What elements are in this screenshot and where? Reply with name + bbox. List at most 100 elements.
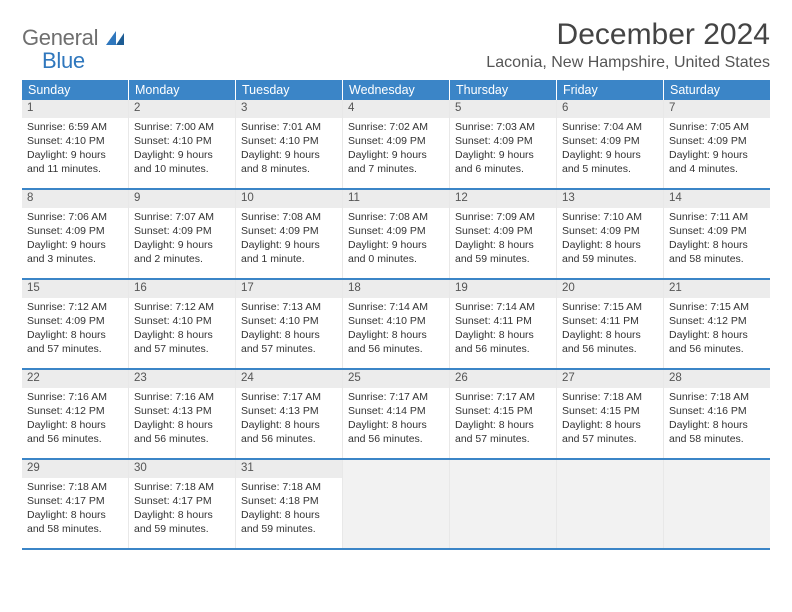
logo-mark-icon — [106, 29, 126, 45]
day-body: Sunrise: 6:59 AMSunset: 4:10 PMDaylight:… — [22, 118, 128, 181]
day-cell: 15Sunrise: 7:12 AMSunset: 4:09 PMDayligh… — [22, 280, 129, 368]
week-row: 22Sunrise: 7:16 AMSunset: 4:12 PMDayligh… — [22, 370, 770, 460]
day-cell: 10 Sunrise: 7:08 AMSunset: 4:09 PMDayligh… — [236, 190, 343, 278]
title-month: December 2024 — [486, 18, 770, 52]
day-number: 16 — [129, 280, 235, 298]
sunset-text: Sunset: 4:14 PM — [348, 404, 444, 418]
logo-text: General Blue — [22, 26, 126, 72]
day-number: 2 — [129, 100, 235, 118]
day-cell-empty — [557, 460, 664, 548]
day-number: 31 — [236, 460, 342, 478]
daylight-text: Daylight: 8 hours and 56 minutes. — [562, 328, 658, 356]
sunset-text: Sunset: 4:16 PM — [669, 404, 765, 418]
sunset-text: Sunset: 4:15 PM — [455, 404, 551, 418]
logo: General Blue — [22, 18, 126, 72]
dow-monday: Monday — [129, 80, 236, 100]
day-cell: 14Sunrise: 7:11 AMSunset: 4:09 PMDayligh… — [664, 190, 770, 278]
sunrise-text: Sunrise: 7:08 AM — [241, 210, 337, 224]
day-number: 20 — [557, 280, 663, 298]
day-number: 29 — [22, 460, 128, 478]
day-cell: 28Sunrise: 7:18 AMSunset: 4:16 PMDayligh… — [664, 370, 770, 458]
day-number: 22 — [22, 370, 128, 388]
day-body: Sunrise: 7:08 AMSunset: 4:09 PMDaylight:… — [343, 208, 449, 271]
day-cell: 12Sunrise: 7:09 AMSunset: 4:09 PMDayligh… — [450, 190, 557, 278]
day-body: Sunrise: 7:16 AMSunset: 4:12 PMDaylight:… — [22, 388, 128, 451]
day-cell: 21Sunrise: 7:15 AMSunset: 4:12 PMDayligh… — [664, 280, 770, 368]
sunset-text: Sunset: 4:09 PM — [455, 224, 551, 238]
day-body: Sunrise: 7:12 AMSunset: 4:09 PMDaylight:… — [22, 298, 128, 361]
sunrise-text: Sunrise: 7:05 AM — [669, 120, 765, 134]
day-body: Sunrise: 7:15 AMSunset: 4:11 PMDaylight:… — [557, 298, 663, 361]
day-number: 4 — [343, 100, 449, 118]
daylight-text: Daylight: 8 hours and 57 minutes. — [562, 418, 658, 446]
daylight-text: Daylight: 8 hours and 58 minutes. — [669, 418, 765, 446]
sunrise-text: Sunrise: 7:11 AM — [669, 210, 765, 224]
day-cell: 20Sunrise: 7:15 AMSunset: 4:11 PMDayligh… — [557, 280, 664, 368]
day-body: Sunrise: 7:14 AMSunset: 4:10 PMDaylight:… — [343, 298, 449, 361]
day-number: 23 — [129, 370, 235, 388]
day-body: Sunrise: 7:01 AMSunset: 4:10 PMDaylight:… — [236, 118, 342, 181]
day-body: Sunrise: 7:00 AMSunset: 4:10 PMDaylight:… — [129, 118, 235, 181]
day-body: Sunrise: 7:14 AMSunset: 4:11 PMDaylight:… — [450, 298, 556, 361]
daylight-text: Daylight: 8 hours and 57 minutes. — [241, 328, 337, 356]
sunset-text: Sunset: 4:18 PM — [241, 494, 337, 508]
day-cell: 22Sunrise: 7:16 AMSunset: 4:12 PMDayligh… — [22, 370, 129, 458]
day-cell: 5Sunrise: 7:03 AMSunset: 4:09 PMDaylight… — [450, 100, 557, 188]
day-cell: 9Sunrise: 7:07 AMSunset: 4:09 PMDaylight… — [129, 190, 236, 278]
day-cell: 2Sunrise: 7:00 AMSunset: 4:10 PMDaylight… — [129, 100, 236, 188]
sunset-text: Sunset: 4:09 PM — [562, 134, 658, 148]
day-number: 12 — [450, 190, 556, 208]
daylight-text: Daylight: 8 hours and 56 minutes. — [27, 418, 123, 446]
sunrise-text: Sunrise: 7:00 AM — [134, 120, 230, 134]
week-row: 29Sunrise: 7:18 AMSunset: 4:17 PMDayligh… — [22, 460, 770, 550]
day-number: 8 — [22, 190, 128, 208]
day-body: Sunrise: 7:03 AMSunset: 4:09 PMDaylight:… — [450, 118, 556, 181]
sunrise-text: Sunrise: 7:14 AM — [348, 300, 444, 314]
day-cell: 29Sunrise: 7:18 AMSunset: 4:17 PMDayligh… — [22, 460, 129, 548]
sunset-text: Sunset: 4:09 PM — [27, 224, 123, 238]
sunrise-text: Sunrise: 7:10 AM — [562, 210, 658, 224]
day-body: Sunrise: 7:17 AMSunset: 4:13 PMDaylight:… — [236, 388, 342, 451]
daylight-text: Daylight: 9 hours and 8 minutes. — [241, 148, 337, 176]
daylight-text: Daylight: 9 hours and 5 minutes. — [562, 148, 658, 176]
day-cell: 17Sunrise: 7:13 AMSunset: 4:10 PMDayligh… — [236, 280, 343, 368]
dow-tuesday: Tuesday — [236, 80, 343, 100]
day-number: 13 — [557, 190, 663, 208]
day-body: Sunrise: 7:16 AMSunset: 4:13 PMDaylight:… — [129, 388, 235, 451]
day-body: Sunrise: 7:02 AMSunset: 4:09 PMDaylight:… — [343, 118, 449, 181]
daylight-text: Daylight: 9 hours and 1 minute. — [241, 238, 337, 266]
day-number: 28 — [664, 370, 770, 388]
day-body: Sunrise: 7:18 AMSunset: 4:15 PMDaylight:… — [557, 388, 663, 451]
sunrise-text: Sunrise: 7:16 AM — [27, 390, 123, 404]
dow-header-row: Sunday Monday Tuesday Wednesday Thursday… — [22, 80, 770, 100]
sunrise-text: Sunrise: 7:04 AM — [562, 120, 658, 134]
sunrise-text: Sunrise: 6:59 AM — [27, 120, 123, 134]
sunrise-text: Sunrise: 7:17 AM — [241, 390, 337, 404]
day-body: Sunrise: 7:07 AMSunset: 4:09 PMDaylight:… — [129, 208, 235, 271]
day-body: Sunrise: 7:18 AMSunset: 4:18 PMDaylight:… — [236, 478, 342, 541]
weeks-container: 1Sunrise: 6:59 AMSunset: 4:10 PMDaylight… — [22, 100, 770, 550]
sunset-text: Sunset: 4:09 PM — [241, 224, 337, 238]
day-number: 25 — [343, 370, 449, 388]
day-number: 27 — [557, 370, 663, 388]
dow-wednesday: Wednesday — [343, 80, 450, 100]
sunset-text: Sunset: 4:10 PM — [241, 314, 337, 328]
day-body: Sunrise: 7:12 AMSunset: 4:10 PMDaylight:… — [129, 298, 235, 361]
calendar-page: General Blue December 2024 Laconia, New … — [0, 0, 792, 612]
daylight-text: Daylight: 9 hours and 4 minutes. — [669, 148, 765, 176]
sunset-text: Sunset: 4:12 PM — [669, 314, 765, 328]
sunrise-text: Sunrise: 7:18 AM — [241, 480, 337, 494]
day-number: 10 — [236, 190, 342, 208]
day-cell: 26Sunrise: 7:17 AMSunset: 4:15 PMDayligh… — [450, 370, 557, 458]
week-row: 15Sunrise: 7:12 AMSunset: 4:09 PMDayligh… — [22, 280, 770, 370]
daylight-text: Daylight: 8 hours and 58 minutes. — [27, 508, 123, 536]
sunset-text: Sunset: 4:11 PM — [455, 314, 551, 328]
sunrise-text: Sunrise: 7:16 AM — [134, 390, 230, 404]
day-body: Sunrise: 7:09 AMSunset: 4:09 PMDaylight:… — [450, 208, 556, 271]
day-cell: 13Sunrise: 7:10 AMSunset: 4:09 PMDayligh… — [557, 190, 664, 278]
sunset-text: Sunset: 4:10 PM — [134, 134, 230, 148]
dow-friday: Friday — [557, 80, 664, 100]
sunset-text: Sunset: 4:13 PM — [134, 404, 230, 418]
sunset-text: Sunset: 4:09 PM — [348, 224, 444, 238]
day-cell: 23Sunrise: 7:16 AMSunset: 4:13 PMDayligh… — [129, 370, 236, 458]
